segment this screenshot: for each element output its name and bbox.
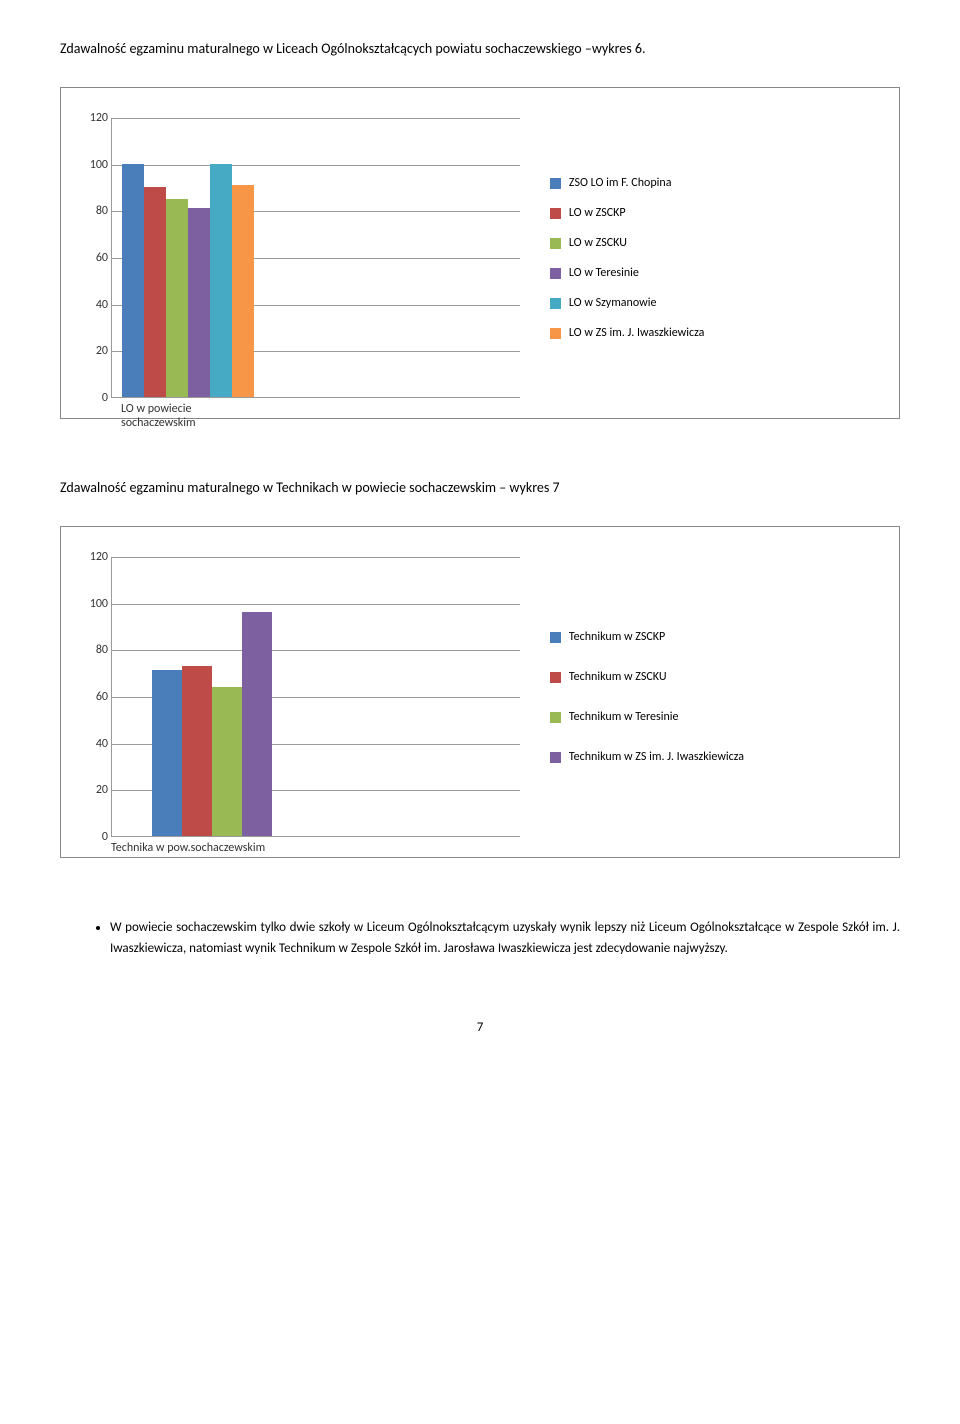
gridline [112,118,520,119]
bullet-item: W powiecie sochaczewskim tylko dwie szko… [110,918,900,960]
y-tick-label: 20 [84,344,108,358]
y-tick-label: 100 [84,597,108,611]
legend-swatch [550,268,561,279]
bar [212,687,242,836]
bar [232,185,254,397]
legend-item: Technikum w ZSCKP [550,630,879,644]
legend-swatch [550,238,561,249]
legend-swatch [550,632,561,643]
y-tick-label: 20 [84,783,108,797]
y-tick-label: 40 [84,298,108,312]
y-tick-label: 100 [84,158,108,172]
bar [242,612,272,836]
y-tick-label: 120 [84,111,108,125]
legend-item: LO w Szymanowie [550,296,879,310]
bar [210,164,232,397]
chart1-heading: Zdawalność egzaminu maturalnego w Liceac… [60,40,900,57]
bar [182,666,212,836]
bars-group [152,612,272,836]
bar [188,208,210,397]
legend-item: Technikum w ZSCKU [550,670,879,684]
y-tick-label: 120 [84,550,108,564]
chart2: 020406080100120 Technika w pow.sochaczew… [60,526,900,858]
chart2-plot: 020406080100120 [111,557,520,837]
legend-swatch [550,752,561,763]
legend-label: ZSO LO im F. Chopina [569,176,672,190]
y-tick-label: 60 [84,251,108,265]
bullet-list: W powiecie sochaczewskim tylko dwie szko… [60,918,900,960]
legend-label: LO w Teresinie [569,266,639,280]
legend-swatch [550,208,561,219]
legend-item: LO w Teresinie [550,266,879,280]
legend-swatch [550,712,561,723]
chart2-legend: Technikum w ZSCKP Technikum w ZSCKU Techni… [520,557,879,837]
chart1-plot: 020406080100120 [111,118,520,398]
y-tick-label: 40 [84,737,108,751]
chart2-xlabel: Technika w pow.sochaczewskim [111,841,265,855]
legend-swatch [550,178,561,189]
legend-label: Technikum w ZSCKU [569,670,667,684]
bar [152,670,182,836]
y-tick-label: 60 [84,690,108,704]
bar [144,187,166,397]
legend-label: Technikum w ZS im. J. Iwaszkiewicza [569,750,744,764]
legend-label: LO w ZSCKU [569,236,627,250]
legend-label: LO w Szymanowie [569,296,657,310]
bars-group [122,164,254,397]
legend-item: LO w ZS im. J. Iwaszkiewicza [550,326,879,340]
legend-item: LO w ZSCKP [550,206,879,220]
bar [166,199,188,397]
legend-item: Technikum w Teresinie [550,710,879,724]
y-tick-label: 0 [84,391,108,405]
legend-label: LO w ZSCKP [569,206,626,220]
legend-label: Technikum w ZSCKP [569,630,665,644]
chart1: 020406080100120 LO w powiecie sochaczews… [60,87,900,419]
chart2-heading: Zdawalność egzaminu maturalnego w Techni… [60,479,900,496]
legend-item: LO w ZSCKU [550,236,879,250]
gridline [112,604,520,605]
legend-swatch [550,672,561,683]
legend-item: ZSO LO im F. Chopina [550,176,879,190]
legend-swatch [550,298,561,309]
bar [122,164,144,397]
y-tick-label: 80 [84,204,108,218]
chart1-xlabel: LO w powiecie sochaczewskim [121,402,241,430]
legend-item: Technikum w ZS im. J. Iwaszkiewicza [550,750,879,764]
page-number: 7 [60,1020,900,1035]
legend-swatch [550,328,561,339]
chart1-legend: ZSO LO im F. Chopina LO w ZSCKP LO w ZSCKU… [520,118,879,398]
legend-label: LO w ZS im. J. Iwaszkiewicza [569,326,704,340]
y-tick-label: 80 [84,643,108,657]
y-tick-label: 0 [84,830,108,844]
gridline [112,557,520,558]
legend-label: Technikum w Teresinie [569,710,679,724]
